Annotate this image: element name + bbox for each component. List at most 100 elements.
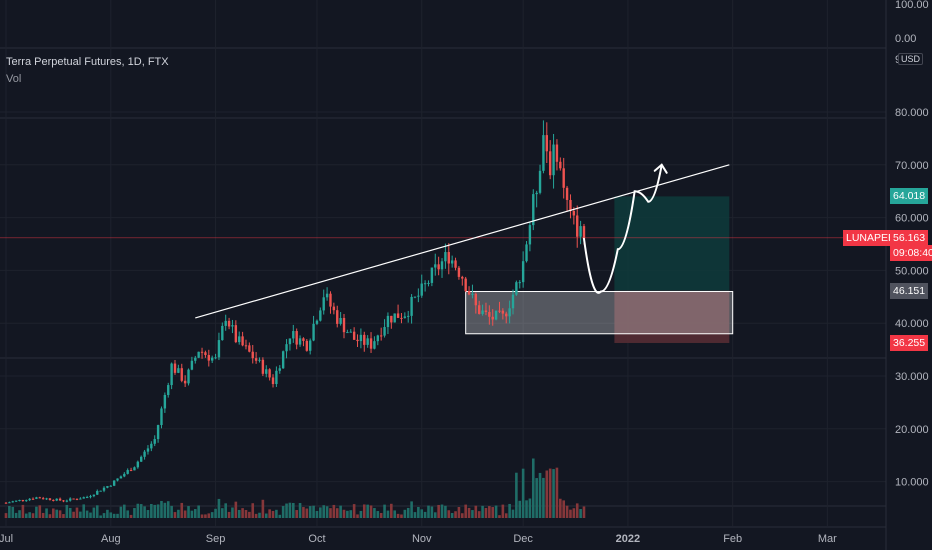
volume-bar — [75, 507, 79, 518]
candle-down — [457, 267, 461, 277]
x-tick-label: Sep — [206, 533, 226, 545]
candle-up — [322, 297, 325, 311]
candle-up — [518, 282, 521, 284]
volume-bar — [494, 505, 498, 518]
entry-price-tag: 46.151 — [890, 283, 929, 299]
candle-up — [538, 170, 542, 193]
candle-up — [116, 478, 119, 481]
volume-bar — [467, 507, 471, 518]
candle-down — [48, 498, 52, 500]
volume-bar — [237, 509, 241, 518]
indicator-tick-label: 100.00 — [895, 0, 929, 11]
candle-down — [488, 312, 491, 317]
volume-bar — [339, 505, 342, 518]
volume-bar — [58, 510, 62, 518]
volume-bar — [565, 505, 569, 518]
candle-up — [434, 264, 437, 268]
symbol-title[interactable]: Terra Perpetual Futures, 1D, FTX — [6, 56, 169, 68]
volume-bar — [369, 505, 373, 518]
candle-up — [312, 323, 315, 341]
candle-down — [548, 151, 552, 176]
volume-bar — [406, 507, 410, 518]
candle-up — [112, 480, 116, 486]
indicator-tick-label: 0.00 — [895, 33, 916, 45]
volume-bar — [525, 500, 528, 518]
volume-bar — [197, 505, 200, 518]
volume-bar — [136, 503, 140, 518]
candle-up — [194, 357, 197, 361]
volume-bar — [295, 510, 298, 518]
target-zone — [614, 196, 730, 291]
candle-down — [352, 331, 356, 340]
candle-up — [163, 394, 167, 409]
candle-up — [35, 497, 38, 499]
candle-down — [484, 310, 488, 313]
currency-button[interactable]: USD — [898, 53, 924, 65]
volume-legend[interactable]: Vol — [6, 73, 22, 85]
candle-up — [221, 325, 224, 341]
volume-bar — [241, 508, 244, 518]
volume-bar — [315, 510, 319, 518]
volume-bar — [112, 513, 116, 518]
candle-up — [214, 357, 217, 359]
volume-bar — [504, 513, 508, 518]
candle-up — [383, 327, 386, 336]
candle-down — [62, 500, 65, 502]
candle-down — [363, 334, 366, 345]
volume-bar — [244, 509, 248, 518]
candle-up — [140, 456, 143, 462]
candle-down — [447, 252, 450, 264]
volume-bar — [484, 507, 488, 518]
candle-down — [562, 168, 565, 188]
volume-bar — [390, 503, 393, 518]
x-tick-label: Aug — [101, 533, 121, 545]
volume-bar — [319, 507, 322, 518]
volume-bar — [579, 508, 582, 518]
candle-up — [386, 315, 390, 328]
symbol-price-tag: LUNAPERP — [843, 230, 906, 246]
volume-bar — [281, 506, 285, 518]
volume-bar — [207, 513, 211, 518]
volume-bar — [329, 508, 332, 518]
stop-price-tag: 36.255 — [890, 335, 929, 351]
candle-up — [143, 451, 146, 457]
candle-up — [126, 470, 129, 474]
volume-bar — [298, 503, 302, 518]
candle-up — [366, 338, 369, 345]
candle-up — [28, 498, 31, 501]
candle-down — [454, 260, 457, 268]
candle-down — [52, 499, 55, 501]
candle-up — [417, 295, 420, 297]
candle-down — [336, 310, 339, 324]
volume-bar — [4, 513, 8, 518]
volume-bar — [153, 504, 157, 518]
volume-bar — [403, 509, 407, 518]
candle-down — [396, 313, 400, 318]
candle-up — [265, 369, 268, 374]
volume-bar — [133, 508, 136, 518]
candle-up — [427, 282, 430, 284]
volume-bar — [62, 514, 65, 518]
candle-up — [102, 487, 106, 491]
candle-down — [204, 352, 207, 356]
volume-bar — [437, 504, 440, 518]
candle-up — [521, 261, 525, 283]
volume-bar — [21, 504, 25, 518]
candle-up — [515, 282, 518, 295]
volume-bar — [248, 511, 251, 518]
candle-down — [582, 226, 586, 239]
volume-bar — [433, 512, 437, 518]
candle-up — [309, 340, 312, 351]
volume-bar — [444, 505, 447, 518]
candle-up — [136, 461, 140, 468]
candle-down — [565, 187, 569, 200]
volume-bar — [400, 514, 403, 518]
candle-down — [241, 336, 244, 346]
volume-bar — [359, 510, 363, 518]
candle-up — [69, 498, 72, 501]
candle-down — [491, 316, 494, 320]
volume-bar — [268, 509, 271, 518]
volume-bar — [146, 510, 150, 518]
y-tick-label: 50.000 — [895, 265, 929, 277]
